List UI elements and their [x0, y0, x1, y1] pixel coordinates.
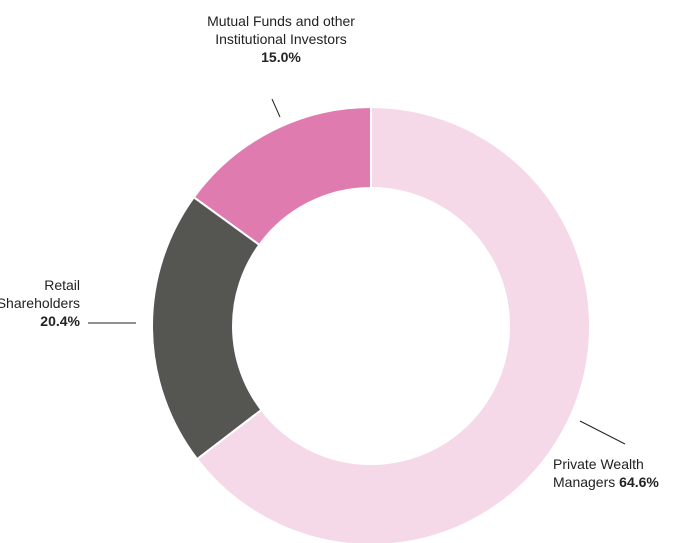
value-label: 64.6% — [619, 474, 659, 490]
category-label: Mutual Funds and other Institutional Inv… — [207, 13, 355, 47]
category-label: Retail Shareholders — [0, 277, 80, 311]
slice-label: Retail Shareholders 20.4% — [0, 276, 80, 330]
slice-label: Mutual Funds and other Institutional Inv… — [196, 12, 366, 66]
donut-slice — [195, 105, 591, 543]
value-label: 20.4% — [40, 313, 80, 329]
leader-line — [579, 420, 626, 445]
slice-label: Private Wealth Managers 64.6% — [553, 455, 673, 491]
donut-slice — [151, 195, 263, 461]
value-label: 15.0% — [261, 49, 301, 65]
leader-line — [271, 98, 281, 118]
category-label: Private Wealth Managers — [553, 456, 644, 490]
